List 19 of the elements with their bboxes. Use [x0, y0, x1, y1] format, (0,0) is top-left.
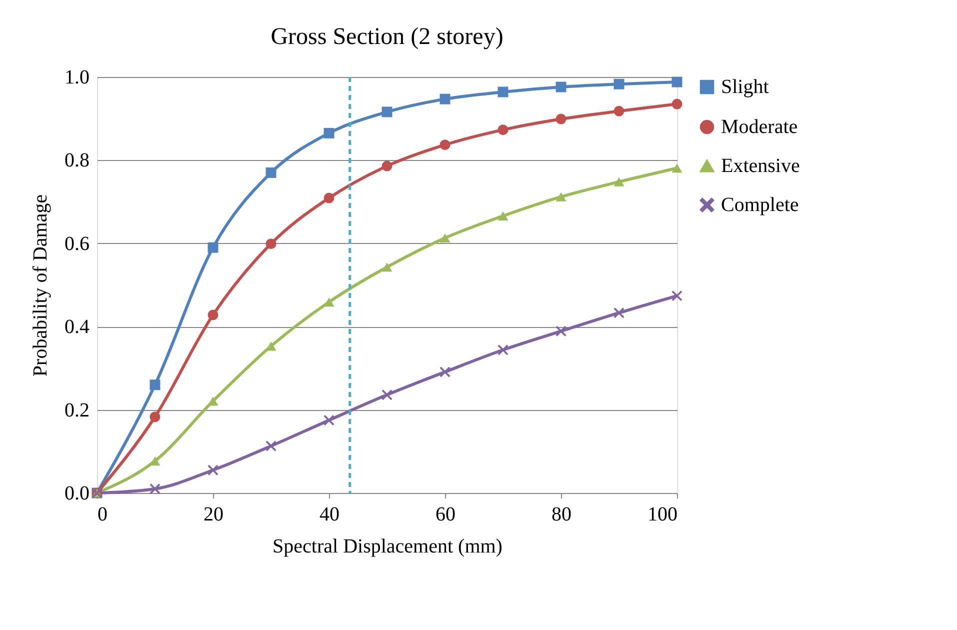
y-tick-label: 0.2	[64, 399, 90, 422]
x-tick-label: 20	[204, 504, 224, 526]
y-tick-label: 0.0	[64, 482, 90, 504]
x-tick-label: 0	[98, 504, 108, 526]
x-tick-label: 100	[648, 504, 678, 526]
legend-label: Slight	[721, 76, 770, 98]
chart-title: Gross Section (2 storey)	[270, 24, 504, 50]
y-tick-label: 0.8	[64, 150, 90, 172]
x-tick-label: 40	[320, 504, 340, 526]
legend-label: Moderate	[721, 116, 798, 138]
legend-label: Extensive	[721, 155, 800, 177]
y-axis-title: Probability of Damage	[30, 194, 52, 377]
x-axis-title: Spectral Displacement (mm)	[272, 536, 502, 558]
y-tick-label: 1.0	[64, 66, 90, 88]
y-tick-label: 0.6	[64, 232, 90, 255]
x-tick-label: 80	[552, 504, 572, 526]
legend-label: Complete	[721, 194, 799, 216]
x-tick-label: 60	[436, 504, 456, 526]
y-tick-label: 0.4	[64, 316, 90, 338]
